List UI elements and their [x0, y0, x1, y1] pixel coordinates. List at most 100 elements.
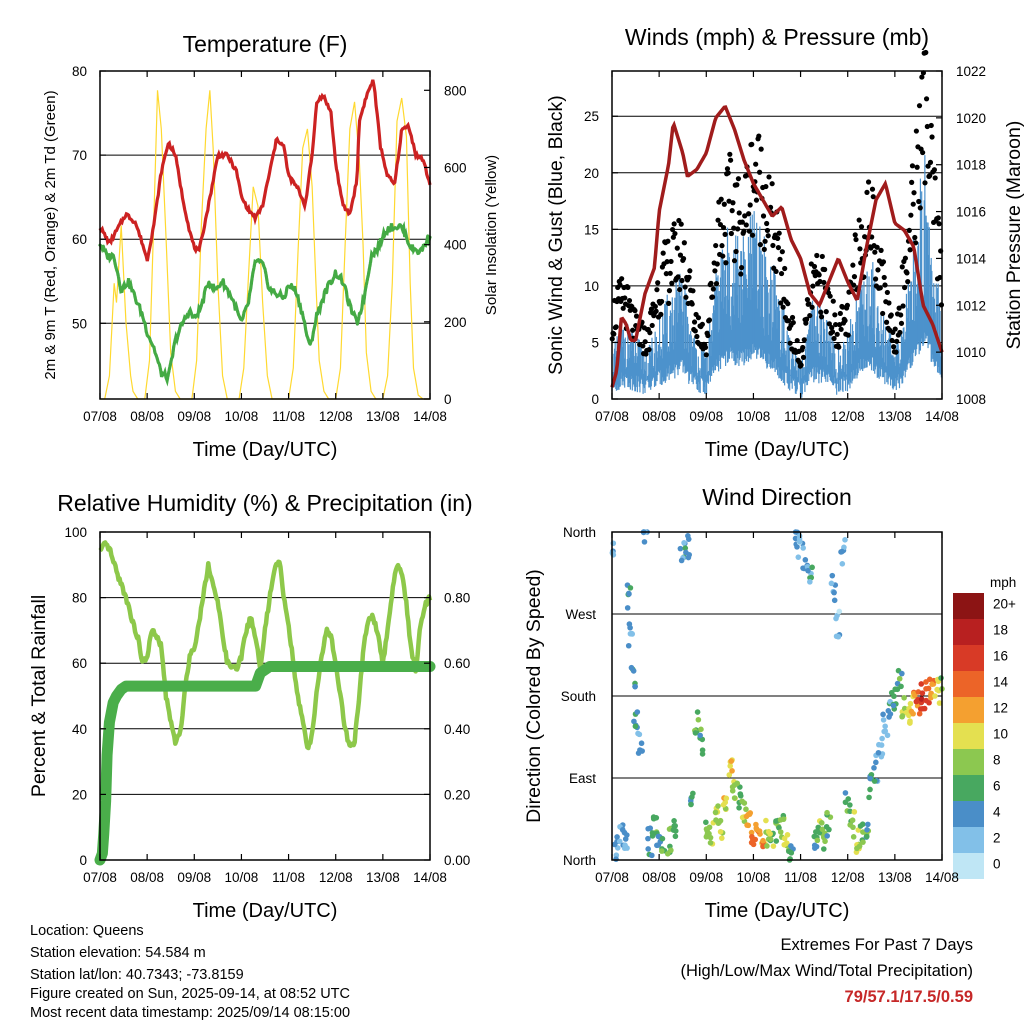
gust-point: [686, 274, 692, 280]
gust-point: [739, 219, 745, 225]
direction-point: [934, 686, 940, 693]
direction-point: [630, 668, 637, 674]
gust-point: [674, 245, 680, 251]
direction-point: [823, 823, 830, 830]
gust-point: [747, 202, 753, 208]
direction-point: [767, 831, 773, 837]
gust-point: [833, 321, 839, 328]
direction-point: [873, 759, 879, 766]
direction-point: [715, 803, 721, 809]
direction-point: [884, 732, 891, 739]
x-tick-label: 14/08: [925, 409, 959, 424]
direction-point: [641, 539, 648, 545]
gust-point: [708, 280, 714, 286]
gust-point: [762, 238, 768, 244]
gust-point: [665, 238, 671, 244]
gust-point: [905, 279, 911, 285]
gust-point: [914, 164, 920, 170]
x-tick-label: 07/08: [595, 409, 629, 424]
direction-point: [729, 768, 735, 774]
y-tick-label: 5: [591, 335, 599, 350]
x-tick-label: 11/08: [784, 409, 817, 424]
y2-tick-label: 1008: [956, 392, 986, 407]
gust-point: [837, 310, 843, 317]
gust-point: [664, 259, 670, 265]
y2-axis-label: Station Pressure (Maroon): [1003, 121, 1024, 350]
gust-point: [720, 253, 726, 259]
direction-point: [659, 835, 666, 842]
direction-point: [748, 829, 755, 836]
gust-point: [924, 123, 930, 130]
direction-point: [880, 711, 886, 718]
gust-point: [818, 309, 824, 315]
y-tick-label: North: [563, 853, 596, 868]
x-tick-label: 11/08: [272, 409, 305, 424]
y2-tick-label: 0.20: [444, 787, 470, 802]
gust-point: [912, 234, 918, 241]
legend-title: mph: [990, 575, 1016, 590]
gust-point: [659, 298, 665, 305]
gust-point: [906, 227, 912, 234]
gust-point: [702, 344, 709, 351]
gust-point: [669, 280, 675, 286]
direction-point: [819, 826, 826, 833]
gust-point: [734, 182, 740, 188]
direction-point: [802, 557, 809, 563]
direction-point: [786, 848, 792, 855]
gust-point: [897, 329, 903, 336]
direction-point: [638, 740, 645, 747]
gust-point: [779, 249, 785, 255]
gust-point: [786, 318, 792, 324]
direction-point: [886, 714, 892, 720]
direction-point: [871, 778, 878, 784]
legend-label: 4: [993, 805, 1001, 820]
gust-point: [874, 244, 880, 250]
direction-point: [750, 841, 757, 848]
x-axis-label: Time (Day/UTC): [705, 439, 850, 461]
direction-point: [871, 765, 877, 771]
gust-point: [625, 284, 631, 290]
gust-point: [713, 242, 719, 249]
direction-point: [901, 694, 907, 701]
gust-point: [735, 176, 742, 182]
gust-point: [655, 280, 661, 286]
x-tick-label: 10/08: [737, 409, 771, 424]
direction-point: [625, 642, 632, 649]
gust-point: [810, 283, 816, 289]
y-tick-label: 60: [72, 656, 87, 671]
direction-point: [936, 700, 943, 706]
gust-point: [703, 352, 709, 358]
y2-tick-label: 0.00: [444, 853, 470, 868]
gust-point: [811, 263, 818, 270]
gust-point: [778, 300, 784, 306]
y2-tick-label: 1016: [956, 205, 986, 220]
y2-tick-label: 0: [444, 392, 452, 407]
y2-tick-label: 800: [444, 83, 467, 98]
y-tick-label: 25: [584, 109, 599, 124]
gust-point: [778, 270, 785, 277]
x-tick-label: 09/08: [689, 870, 723, 885]
direction-point: [718, 835, 725, 841]
gust-point: [842, 318, 848, 324]
direction-point: [781, 835, 788, 842]
y-tick-label: 50: [72, 316, 87, 331]
direction-point: [635, 730, 641, 737]
gust-point: [838, 326, 844, 332]
gust-point: [617, 282, 623, 288]
direction-point: [829, 572, 836, 579]
direction-point: [703, 819, 709, 826]
direction-point: [882, 723, 888, 730]
direction-point: [809, 564, 815, 571]
gust-point: [777, 256, 783, 262]
legend-swatch: [953, 671, 984, 697]
direction-point: [899, 713, 906, 719]
legend-swatch: [953, 853, 984, 879]
x-tick-label: 07/08: [595, 870, 629, 885]
legend-label: 2: [993, 831, 1001, 846]
y-tick-label: West: [565, 607, 596, 622]
x-tick-label: 12/08: [319, 870, 353, 885]
gust-point: [626, 297, 633, 304]
y2-tick-label: 1010: [956, 345, 986, 360]
wind-speed-series: [611, 155, 943, 398]
direction-point: [726, 772, 733, 778]
